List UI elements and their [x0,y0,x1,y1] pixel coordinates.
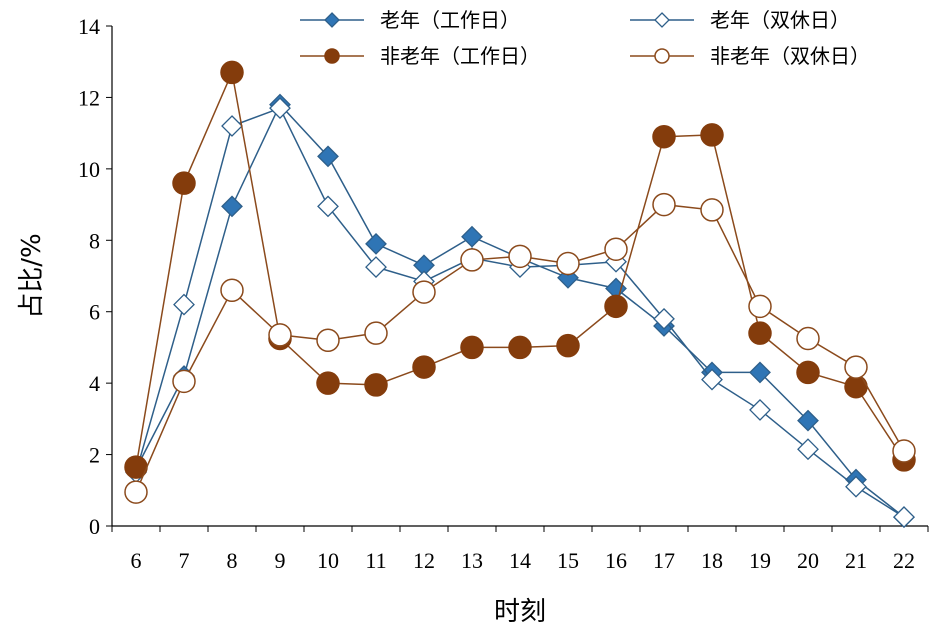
data-point [364,373,388,397]
data-point [652,192,676,217]
data-point [701,368,723,391]
legend-label: 非老年（工作日） [380,44,540,68]
data-point [749,399,771,421]
legend-label: 老年（双休日） [710,8,850,32]
x-tick-label: 16 [605,548,627,573]
y-tick-label: 4 [89,371,100,396]
data-point [316,371,340,395]
y-tick-label: 8 [89,228,100,253]
data-point [892,439,916,463]
data-point [173,293,195,316]
data-point [604,237,628,261]
x-tick-label: 6 [131,548,142,573]
x-tick-label: 7 [179,548,190,573]
legend-item: 老年（工作日） [300,8,520,32]
series-line [135,103,905,518]
data-point [412,280,436,304]
data-point [845,475,867,498]
legend-marker [324,12,340,28]
legend: 老年（工作日） 老年（双休日） 非老年（工作日） 非老年（双休日） [300,8,870,68]
data-point [268,323,292,347]
data-point [556,251,580,276]
data-point [604,294,628,319]
data-point [556,333,580,358]
y-tick-label: 0 [89,514,100,539]
data-point [653,307,675,330]
data-point [316,328,340,353]
data-point [844,374,868,399]
y-tick-label: 6 [89,300,100,325]
x-tick-label: 13 [461,548,483,573]
data-point [844,355,868,379]
legend-marker [324,48,340,64]
legend-item: 非老年（工作日） [300,44,540,68]
data-point [221,195,243,218]
y-axis-label: 占比/% [17,233,47,318]
y-tick-label: 2 [89,443,100,468]
data-point [797,438,819,461]
legend-marker [654,48,670,64]
series-3 [124,60,916,479]
data-point [652,124,676,149]
x-tick-label: 12 [413,548,435,573]
x-tick-label: 20 [797,548,819,573]
axes: 0 2 4 6 8 10 12 14 6 7 8 9 10 11 12 13 14 15 16 17 18 19 20 21 2… [78,14,929,573]
data-point [748,294,772,319]
x-tick-label: 11 [365,548,386,573]
data-point [364,321,388,345]
data-point [700,198,724,222]
data-point [460,248,484,272]
series-4 [124,192,916,504]
x-tick-label: 17 [653,548,675,573]
data-point [317,145,339,168]
data-point [460,335,484,360]
data-point [365,256,387,278]
data-point [461,225,483,248]
data-point [796,326,820,351]
y-tick-label: 12 [78,85,100,110]
x-tick-label: 22 [893,548,915,573]
data-point [317,195,339,218]
x-axis-label: 时刻 [494,597,546,627]
data-point [508,335,532,360]
x-tick-label: 10 [317,548,339,573]
legend-item: 非老年（双休日） [630,44,870,68]
data-point [365,232,387,255]
y-tick-label: 10 [78,157,100,182]
data-point [508,244,532,269]
y-tick-label: 14 [78,14,100,39]
x-tick-label: 19 [749,548,771,573]
x-tick-label: 21 [845,548,867,573]
legend-marker [654,12,670,28]
data-point [172,369,196,394]
series-group [124,60,916,528]
x-tick-label: 9 [275,548,286,573]
data-point [221,115,243,137]
x-tick-label: 8 [227,548,238,573]
series-2 [125,97,915,528]
data-point [748,321,772,345]
x-tick-label: 15 [557,548,579,573]
data-point [220,60,244,85]
data-point [700,123,724,147]
data-point [412,355,436,379]
x-tick-label: 14 [509,548,531,573]
data-point [797,409,819,432]
data-point [796,360,820,385]
x-tick-label: 18 [701,548,723,573]
series-line [135,107,905,518]
legend-label: 非老年（双休日） [710,44,870,68]
data-point [124,480,148,504]
legend-label: 老年（工作日） [380,8,520,32]
series-1 [125,93,915,528]
data-point [269,97,291,120]
data-point [220,278,244,303]
data-point [749,361,771,384]
data-point [172,171,196,195]
legend-item: 老年（双休日） [630,8,850,32]
data-point [893,506,915,528]
